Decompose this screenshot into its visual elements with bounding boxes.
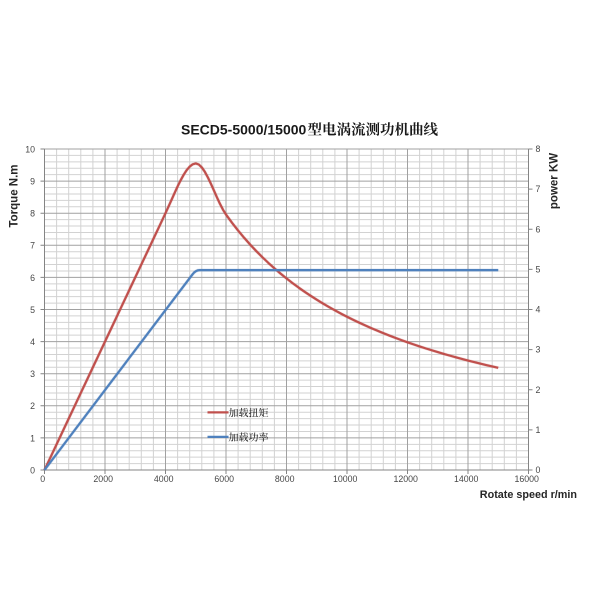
svg-text:5: 5 [30,305,35,315]
svg-text:14000: 14000 [454,474,479,484]
svg-text:2: 2 [30,401,35,411]
svg-text:6: 6 [30,273,35,283]
svg-text:1: 1 [30,433,35,443]
svg-text:power KW: power KW [549,153,561,209]
svg-text:6: 6 [536,224,541,234]
svg-text:Rotate speed r/min: Rotate speed r/min [480,489,577,501]
svg-text:5: 5 [536,264,541,274]
svg-text:4: 4 [536,305,541,315]
svg-text:0: 0 [30,465,35,475]
svg-text:0: 0 [40,474,45,484]
svg-text:2: 2 [536,385,541,395]
svg-text:4: 4 [30,337,35,347]
svg-text:3: 3 [536,345,541,355]
svg-text:0: 0 [536,465,541,475]
svg-text:10000: 10000 [333,474,358,484]
svg-text:16000: 16000 [514,474,539,484]
svg-text:7: 7 [30,241,35,251]
svg-text:1: 1 [536,425,541,435]
svg-text:10: 10 [25,144,35,154]
svg-text:12000: 12000 [393,474,418,484]
svg-text:8: 8 [536,144,541,154]
svg-text:7: 7 [536,184,541,194]
svg-text:4000: 4000 [154,474,174,484]
svg-text:3: 3 [30,369,35,379]
svg-text:2000: 2000 [93,474,113,484]
svg-text:6000: 6000 [214,474,234,484]
svg-text:8000: 8000 [275,474,295,484]
svg-text:Torque N.m: Torque N.m [9,164,21,227]
svg-text:SECD5-5000/15000: SECD5-5000/15000 [181,122,307,138]
svg-text:9: 9 [30,177,35,187]
svg-text:8: 8 [30,209,35,219]
